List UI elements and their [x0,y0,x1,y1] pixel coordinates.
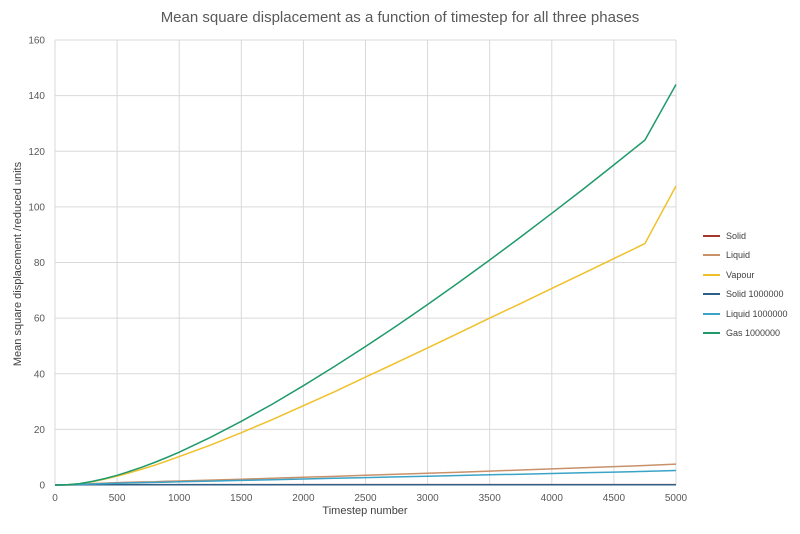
legend-label: Vapour [726,269,755,280]
x-tick-label: 3000 [416,493,439,504]
x-tick-label: 2500 [354,493,377,504]
legend: Solid Liquid Vapour Solid 1000000 Liquid 100… [703,226,788,343]
legend-swatch [703,293,720,296]
x-tick-label: 500 [109,493,126,504]
x-tick-label: 4000 [541,493,564,504]
legend-item: Vapour [703,265,788,285]
legend-item: Solid [703,226,788,246]
legend-item: Solid 1000000 [703,285,788,305]
legend-item: Liquid [703,246,788,266]
legend-label: Liquid [726,250,751,261]
x-axis-label: Timestep number [322,505,408,517]
legend-item: Gas 1000000 [703,324,788,344]
legend-label: Solid 1000000 [726,289,784,300]
y-tick-label: 80 [34,258,46,269]
x-tick-label: 2000 [292,493,315,504]
legend-label: Solid [726,230,747,241]
y-tick-label: 120 [28,147,45,158]
x-tick-label: 1500 [230,493,253,504]
legend-label: Liquid 1000000 [726,308,788,319]
series-line-liquid-1000000 [54,469,677,486]
series-line-gas-1000000 [54,84,677,486]
x-tick-label: 4500 [603,493,626,504]
x-tick-label: 0 [52,493,58,504]
legend-swatch [703,254,720,257]
y-axis-label: Mean square displacement /reduced units [12,161,24,367]
y-tick-label: 40 [34,369,46,380]
x-tick-label: 1000 [168,493,191,504]
legend-swatch [703,332,720,335]
legend-swatch [703,234,720,237]
y-tick-label: 100 [28,202,45,213]
y-tick-label: 0 [39,481,45,492]
chart-title: Mean square displacement as a function o… [160,9,640,26]
legend-label: Gas 1000000 [726,328,781,339]
y-tick-label: 20 [34,425,46,436]
y-tick-label: 160 [28,36,45,47]
y-tick-label: 140 [28,91,45,102]
legend-item: Liquid 1000000 [703,304,788,324]
legend-swatch [703,273,720,276]
legend-swatch [703,312,720,315]
x-tick-label: 5000 [665,493,688,504]
x-tick-label: 3500 [479,493,502,504]
y-tick-label: 60 [34,314,46,325]
